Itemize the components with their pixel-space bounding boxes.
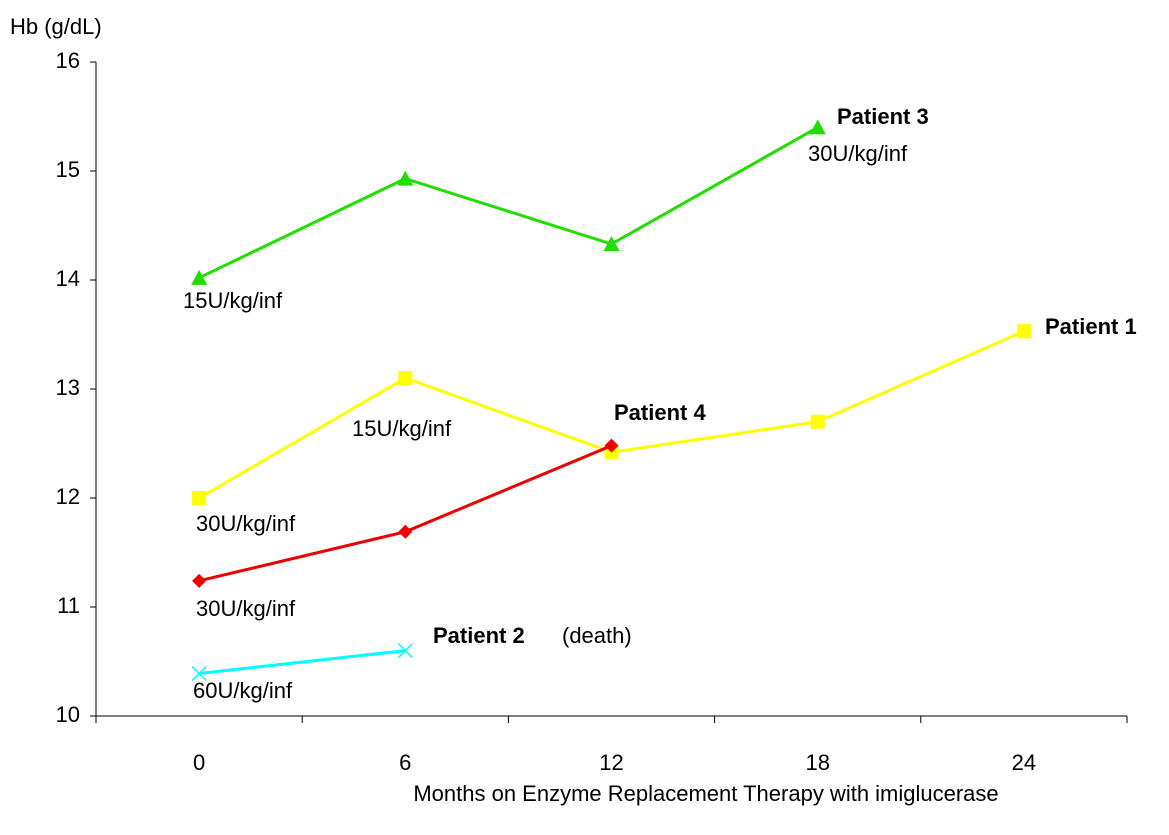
marker [603, 236, 620, 252]
annotation: 60U/kg/inf [193, 678, 293, 703]
marker [604, 438, 619, 453]
y-tick-label: 15 [56, 157, 80, 182]
annotation: 15U/kg/inf [183, 288, 283, 313]
marker [810, 414, 825, 429]
x-tick-label: 18 [805, 750, 829, 775]
marker [398, 371, 413, 386]
y-tick-label: 16 [56, 48, 80, 73]
x-tick-label: 24 [1012, 750, 1036, 775]
series-label: Patient 1 [1045, 314, 1137, 339]
annotation: 30U/kg/inf [196, 511, 296, 536]
y-tick-label: 10 [56, 702, 80, 727]
marker [192, 491, 207, 505]
x-tick-label: 0 [193, 750, 205, 775]
x-tick-label: 12 [599, 750, 623, 775]
annotation: 30U/kg/inf [808, 141, 908, 166]
series-line [198, 329, 1025, 500]
series-label: Patient 2 [433, 623, 525, 648]
marker [192, 573, 207, 588]
y-tick-label: 12 [56, 484, 80, 509]
y-tick-label: 14 [56, 266, 80, 291]
marker [191, 665, 207, 682]
marker [397, 643, 413, 659]
marker [397, 170, 414, 186]
y-tick-label: 13 [56, 375, 80, 400]
annotation: 30U/kg/inf [196, 596, 296, 621]
marker [1016, 324, 1031, 339]
x-axis-label: Months on Enzyme Replacement Therapy wit… [413, 781, 998, 806]
annotation: 15U/kg/inf [352, 416, 452, 441]
series-label: Patient 3 [837, 104, 929, 129]
series-line [198, 649, 406, 675]
y-axis-label: Hb (g/dL) [10, 14, 102, 39]
series-label: Patient 4 [614, 400, 706, 425]
annotation: (death) [562, 623, 632, 648]
series-line [198, 126, 819, 280]
marker [809, 119, 826, 135]
y-tick-label: 11 [57, 593, 80, 618]
marker [191, 269, 208, 285]
x-tick-label: 6 [399, 750, 411, 775]
marker [398, 524, 413, 539]
